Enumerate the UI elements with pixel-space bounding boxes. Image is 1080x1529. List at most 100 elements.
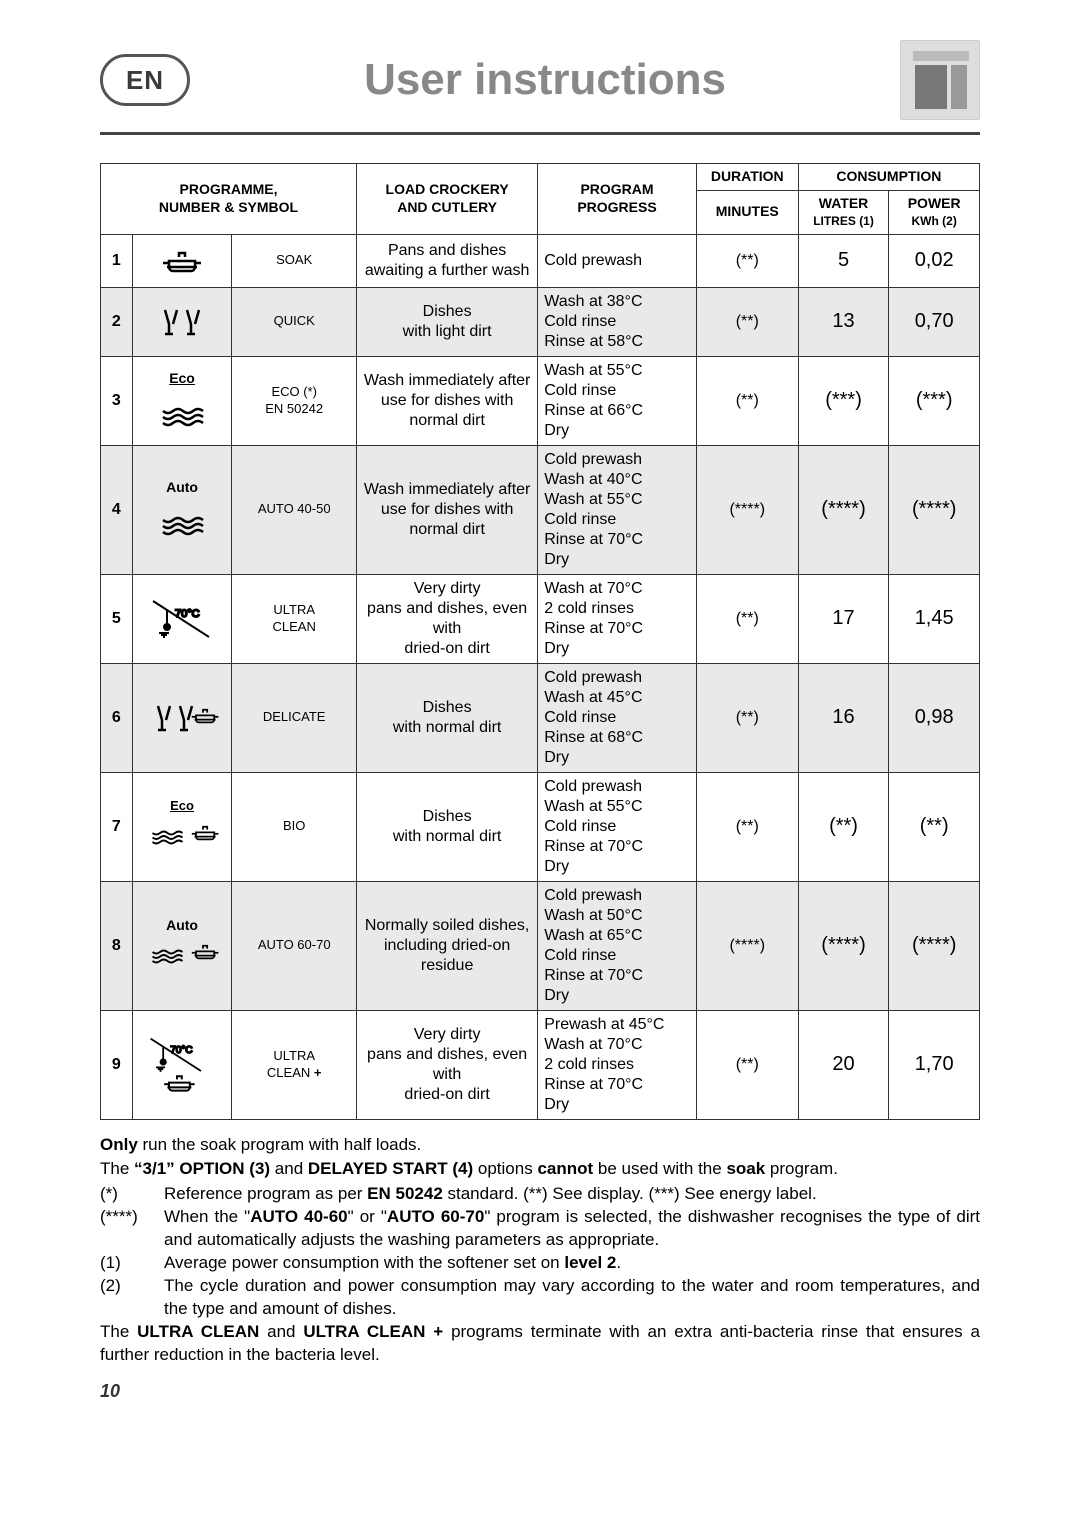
cell-number: 1 — [101, 234, 133, 287]
th-water-line2: LITRES (1) — [813, 214, 874, 228]
th-load: LOAD CROCKERY AND CUTLERY — [357, 164, 538, 235]
cell-symbol-icon: Eco — [132, 356, 232, 445]
th-load-line2: AND CUTLERY — [397, 199, 497, 215]
cell-programme-name: SOAK — [232, 234, 357, 287]
t: be used with the — [593, 1159, 726, 1178]
t: DELAYED START (4) — [308, 1159, 473, 1178]
cell-water: 13 — [798, 287, 889, 356]
cell-duration: (**) — [696, 574, 798, 663]
note-1: (1) Average power consumption with the s… — [100, 1252, 980, 1275]
cell-number: 5 — [101, 574, 133, 663]
t: standard. (**) See display. (***) See en… — [443, 1184, 817, 1203]
cell-programme-name: QUICK — [232, 287, 357, 356]
t: Average power consumption with the softe… — [164, 1253, 564, 1272]
table-row: 7Eco BIODisheswith normal dirtCold prewa… — [101, 772, 980, 881]
cell-number: 8 — [101, 881, 133, 1010]
note-star1-val: Reference program as per EN 50242 standa… — [164, 1183, 817, 1206]
t: ULTRA CLEAN — [137, 1322, 259, 1341]
cell-symbol-icon: Eco — [132, 772, 232, 881]
cell-duration: (**) — [696, 287, 798, 356]
cell-power: 1,70 — [889, 1010, 980, 1119]
note-2-val: The cycle duration and power consumption… — [164, 1275, 980, 1321]
note-star1-key: (*) — [100, 1183, 164, 1206]
page-header: EN User instructions — [100, 40, 980, 120]
cell-progress: Wash at 38°CCold rinseRinse at 58°C — [538, 287, 697, 356]
note-only: Only run the soak program with half load… — [100, 1134, 980, 1157]
cell-load: Wash immediately after use for dishes wi… — [357, 356, 538, 445]
cell-programme-name: AUTO 60-70 — [232, 881, 357, 1010]
th-minutes: MINUTES — [696, 190, 798, 234]
table-row: 9 70°C ULTRACLEAN +Very dirtypans and di… — [101, 1010, 980, 1119]
cell-number: 4 — [101, 445, 133, 574]
cell-load: Disheswith normal dirt — [357, 663, 538, 772]
th-water-line1: WATER — [819, 195, 869, 211]
t: Reference program as per — [164, 1184, 367, 1203]
th-power-line1: POWER — [908, 195, 961, 211]
cell-load: Disheswith normal dirt — [357, 772, 538, 881]
cell-number: 7 — [101, 772, 133, 881]
note-only-bold: Only — [100, 1135, 138, 1154]
cell-power: 0,02 — [889, 234, 980, 287]
th-water: WATER LITRES (1) — [798, 190, 889, 234]
table-row: 6 DELICATEDisheswith normal dirtCold pre… — [101, 663, 980, 772]
table-row: 8Auto AUTO 60-70Normally soiled dishes, … — [101, 881, 980, 1010]
th-duration: DURATION — [696, 164, 798, 191]
th-program-line2: PROGRESS — [577, 199, 656, 215]
t: . — [616, 1253, 621, 1272]
cell-symbol-icon: Auto — [132, 445, 232, 574]
table-row: 5 70°C ULTRACLEANVery dirtypans and dish… — [101, 574, 980, 663]
th-program-line1: PROGRAM — [580, 181, 653, 197]
cell-progress: Cold prewashWash at 45°CCold rinseRinse … — [538, 663, 697, 772]
cell-duration: (****) — [696, 445, 798, 574]
cell-load: Very dirtypans and dishes, even withdrie… — [357, 574, 538, 663]
th-programme-line1: PROGRAMME, — [180, 181, 278, 197]
language-badge: EN — [100, 54, 190, 106]
cell-power: 0,98 — [889, 663, 980, 772]
cell-duration: (**) — [696, 663, 798, 772]
table-row: 1 SOAKPans and dishes awaiting a further… — [101, 234, 980, 287]
table-header: PROGRAMME, NUMBER & SYMBOL LOAD CROCKERY… — [101, 164, 980, 235]
table-body: 1 SOAKPans and dishes awaiting a further… — [101, 234, 980, 1119]
cell-water: (****) — [798, 881, 889, 1010]
cell-progress: Cold prewashWash at 55°CCold rinseRinse … — [538, 772, 697, 881]
cell-number: 9 — [101, 1010, 133, 1119]
svg-text:70°C: 70°C — [175, 608, 200, 620]
cell-load: Very dirtypans and dishes, even withdrie… — [357, 1010, 538, 1119]
cell-programme-name: ECO (*)EN 50242 — [232, 356, 357, 445]
note-star1: (*) Reference program as per EN 50242 st… — [100, 1183, 980, 1206]
cell-symbol-icon: 70°C — [132, 574, 232, 663]
cell-programme-name: BIO — [232, 772, 357, 881]
t: “3/1” OPTION (3) — [134, 1159, 270, 1178]
product-thumbnail-icon — [900, 40, 980, 120]
table-row: 4Auto AUTO 40-50Wash immediately after u… — [101, 445, 980, 574]
cell-duration: (**) — [696, 772, 798, 881]
cell-power: (****) — [889, 445, 980, 574]
t: AUTO 60-70 — [387, 1207, 484, 1226]
cell-progress: Wash at 55°CCold rinseRinse at 66°CDry — [538, 356, 697, 445]
note-star4-val: When the "AUTO 40-60" or "AUTO 60-70" pr… — [164, 1206, 980, 1252]
cell-symbol-icon — [132, 234, 232, 287]
t: level 2 — [564, 1253, 616, 1272]
cell-duration: (**) — [696, 1010, 798, 1119]
cell-number: 6 — [101, 663, 133, 772]
notes-section: Only run the soak program with half load… — [100, 1134, 980, 1367]
table-row: 2 QUICKDisheswith light dirtWash at 38°C… — [101, 287, 980, 356]
cell-water: 16 — [798, 663, 889, 772]
cell-load: Pans and dishes awaiting a further wash — [357, 234, 538, 287]
th-load-line1: LOAD CROCKERY — [386, 181, 509, 197]
cell-number: 2 — [101, 287, 133, 356]
cell-water: (**) — [798, 772, 889, 881]
header-rule — [100, 132, 980, 135]
note-2: (2) The cycle duration and power consump… — [100, 1275, 980, 1321]
t: soak — [726, 1159, 765, 1178]
cell-programme-name: AUTO 40-50 — [232, 445, 357, 574]
cell-progress: Prewash at 45°CWash at 70°C2 cold rinses… — [538, 1010, 697, 1119]
t: EN 50242 — [367, 1184, 443, 1203]
note-1-val: Average power consumption with the softe… — [164, 1252, 621, 1275]
note-star4-key: (****) — [100, 1206, 164, 1252]
cell-duration: (**) — [696, 234, 798, 287]
cell-symbol-icon: Auto — [132, 881, 232, 1010]
cell-number: 3 — [101, 356, 133, 445]
svg-text:70°C: 70°C — [170, 1045, 192, 1056]
cell-power: (****) — [889, 881, 980, 1010]
